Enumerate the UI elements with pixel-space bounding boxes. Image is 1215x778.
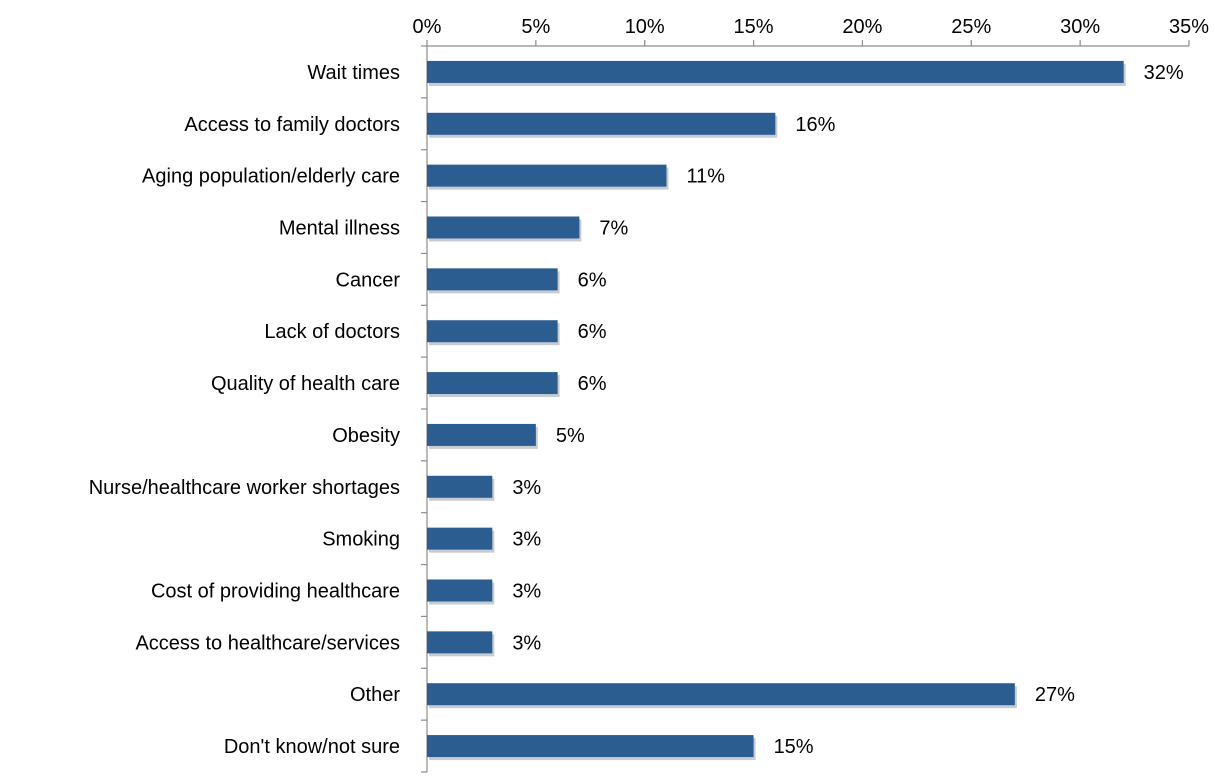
data-label: 32% bbox=[1144, 62, 1184, 84]
bar bbox=[427, 423, 536, 446]
data-label: 3% bbox=[512, 632, 541, 654]
x-axis: 0% 5% 10% 15% 20% 25% 30% 35% bbox=[413, 16, 1209, 47]
x-tick-label: 0% bbox=[413, 16, 442, 38]
category-label: Smoking bbox=[322, 529, 400, 551]
bar bbox=[427, 579, 493, 602]
category-label: Aging population/elderly care bbox=[142, 166, 400, 188]
data-label: 3% bbox=[512, 477, 541, 499]
bar bbox=[427, 60, 1124, 83]
x-tick-label: 20% bbox=[842, 16, 882, 38]
data-label: 3% bbox=[512, 529, 541, 551]
data-label: 3% bbox=[512, 581, 541, 603]
x-tick-label: 5% bbox=[521, 16, 550, 38]
bar bbox=[427, 268, 558, 291]
data-label: 7% bbox=[599, 218, 628, 240]
bar bbox=[427, 631, 493, 654]
bar bbox=[427, 475, 493, 498]
bar bbox=[427, 164, 667, 187]
x-tick-label: 10% bbox=[625, 16, 665, 38]
bar bbox=[427, 216, 580, 239]
data-label: 6% bbox=[578, 373, 607, 395]
y-axis: Wait times Access to family doctors Aging … bbox=[89, 45, 428, 773]
category-label: Obesity bbox=[332, 425, 400, 447]
x-tick-label: 15% bbox=[734, 16, 774, 38]
bar bbox=[427, 320, 558, 343]
category-label: Mental illness bbox=[279, 218, 400, 240]
category-label: Access to family doctors bbox=[184, 114, 400, 136]
category-label: Nurse/healthcare worker shortages bbox=[89, 477, 400, 499]
data-label: 16% bbox=[795, 114, 835, 136]
category-label: Wait times bbox=[307, 62, 400, 84]
bars bbox=[427, 60, 1126, 761]
data-label: 11% bbox=[686, 166, 725, 188]
bar bbox=[427, 735, 754, 758]
bar bbox=[427, 527, 493, 550]
x-tick-label: 35% bbox=[1169, 16, 1209, 38]
category-label: Cost of providing healthcare bbox=[151, 581, 400, 603]
x-tick-label: 30% bbox=[1060, 16, 1100, 38]
data-label: 15% bbox=[774, 736, 814, 758]
category-label: Cancer bbox=[336, 269, 401, 291]
category-label: Quality of health care bbox=[211, 373, 400, 395]
x-tick-label: 25% bbox=[951, 16, 991, 38]
bar bbox=[427, 112, 776, 135]
bar bbox=[427, 372, 558, 395]
data-label: 6% bbox=[578, 269, 607, 291]
category-label: Other bbox=[350, 684, 400, 706]
data-labels: 32% 16% 11% 7% 6% 6% 6% 5% 3% 3% 3% 3% 27% 15% bbox=[512, 62, 1184, 758]
category-label: Don't know/not sure bbox=[224, 736, 400, 758]
category-label: Lack of doctors bbox=[264, 321, 400, 343]
bar bbox=[427, 683, 1015, 706]
data-label: 6% bbox=[578, 321, 607, 343]
data-label: 27% bbox=[1035, 684, 1075, 706]
data-label: 5% bbox=[556, 425, 585, 447]
category-label: Access to healthcare/services bbox=[135, 632, 400, 654]
